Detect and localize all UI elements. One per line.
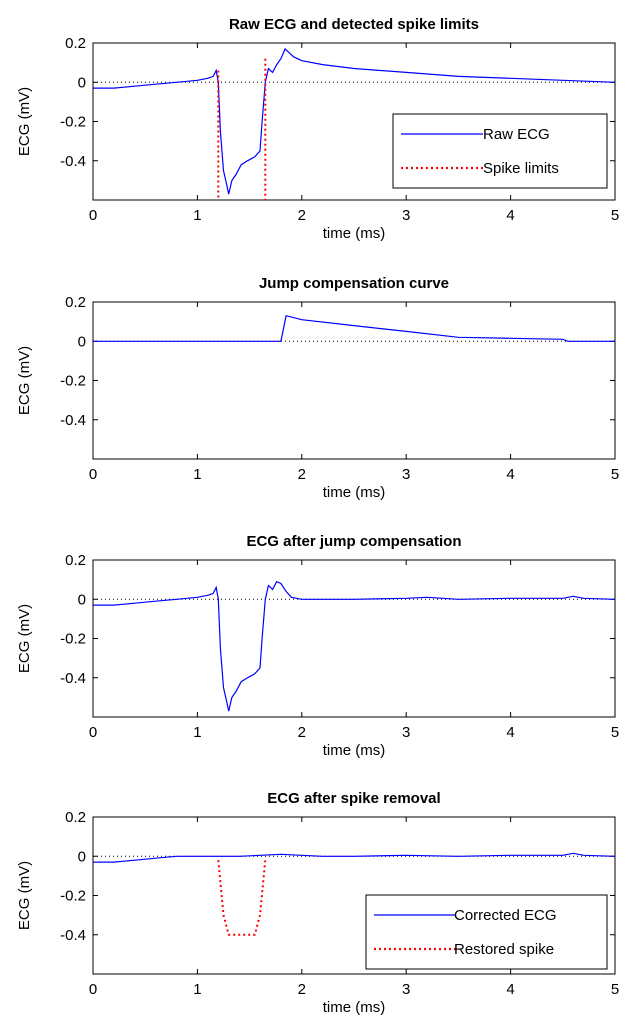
y-tick-label: -0.2 [60,373,86,390]
x-tick-label: 5 [611,724,619,741]
y-tick-label: 0.2 [65,35,86,52]
x-tick-label: 4 [506,207,514,224]
x-axis-label: time (ms) [323,484,386,501]
x-tick-label: 2 [298,207,306,224]
legend-label: Restored spike [454,941,554,958]
x-tick-label: 0 [89,207,97,224]
y-tick-label: 0 [78,848,86,865]
x-tick-label: 1 [193,207,201,224]
y-tick-label: 0 [78,591,86,608]
legend-box [365,894,608,970]
x-tick-label: 0 [89,466,97,483]
legend-label: Spike limits [483,160,559,177]
x-tick-label: 1 [193,466,201,483]
chart-2: Jump compensation curve 0 1 2 3 4 5 0.2 0 -0.2 -0.… [16,275,619,501]
x-tick-label: 2 [298,724,306,741]
y-axis-label: ECG (mV) [16,861,33,930]
x-axis-label: time (ms) [323,742,386,759]
y-tick-label: -0.4 [60,927,86,944]
series-line-1 [93,47,615,195]
chart-3: ECG after jump compensation 0 1 2 3 4 5 0.2 0 -0.… [16,533,619,759]
y-tick-label: 0.2 [65,294,86,311]
x-tick-label: 0 [89,981,97,998]
x-axis-label: time (ms) [323,225,386,242]
x-tick-label: 5 [611,981,619,998]
plot-frame [92,301,616,460]
x-tick-label: 5 [611,466,619,483]
y-tick-label: 0.2 [65,809,86,826]
legend: Raw ECG Spike limits [392,113,608,189]
x-tick-label: 3 [402,981,410,998]
x-tick-label: 2 [298,466,306,483]
chart-4: ECG after spike removal 0 1 2 3 4 5 0.2 0 -0.2 -0.… [16,790,619,1016]
x-tick-label: 2 [298,981,306,998]
legend: Corrected ECG Restored spike [365,894,608,970]
y-tick-label: 0 [78,333,86,350]
legend-label: Corrected ECG [454,907,557,924]
x-tick-label: 3 [402,466,410,483]
x-tick-label: 4 [506,981,514,998]
y-tick-label: -0.4 [60,412,86,429]
series-line-1 [93,852,615,863]
chart-title: Raw ECG and detected spike limits [229,16,479,33]
chart-title: Jump compensation curve [259,275,449,292]
x-tick-label: 4 [506,724,514,741]
y-tick-label: 0.2 [65,552,86,569]
x-axis-label: time (ms) [323,999,386,1016]
legend-box [392,113,608,189]
series-line-1 [93,314,615,342]
chart-title: ECG after spike removal [267,790,440,807]
x-tick-label: 3 [402,207,410,224]
y-axis-label: ECG (mV) [16,346,33,415]
legend-label: Raw ECG [483,126,550,143]
x-tick-label: 0 [89,724,97,741]
y-axis-label: ECG (mV) [16,87,33,156]
series-line-2 [217,58,267,200]
x-tick-label: 5 [611,207,619,224]
x-tick-label: 3 [402,724,410,741]
series-line-1 [93,580,615,712]
y-tick-label: -0.2 [60,631,86,648]
y-tick-label: -0.2 [60,888,86,905]
y-tick-label: -0.4 [60,153,86,170]
chart-title: ECG after jump compensation [246,533,461,550]
x-tick-label: 1 [193,981,201,998]
series-line-2 [217,860,267,936]
chart-1: Raw ECG and detected spike limits 0 1 2 3 4 5 0… [16,16,619,242]
y-tick-label: -0.4 [60,670,86,687]
y-tick-label: 0 [78,74,86,91]
plot-frame [92,559,616,718]
y-tick-label: -0.2 [60,114,86,131]
x-tick-label: 1 [193,724,201,741]
y-axis-label: ECG (mV) [16,604,33,673]
x-tick-label: 4 [506,466,514,483]
